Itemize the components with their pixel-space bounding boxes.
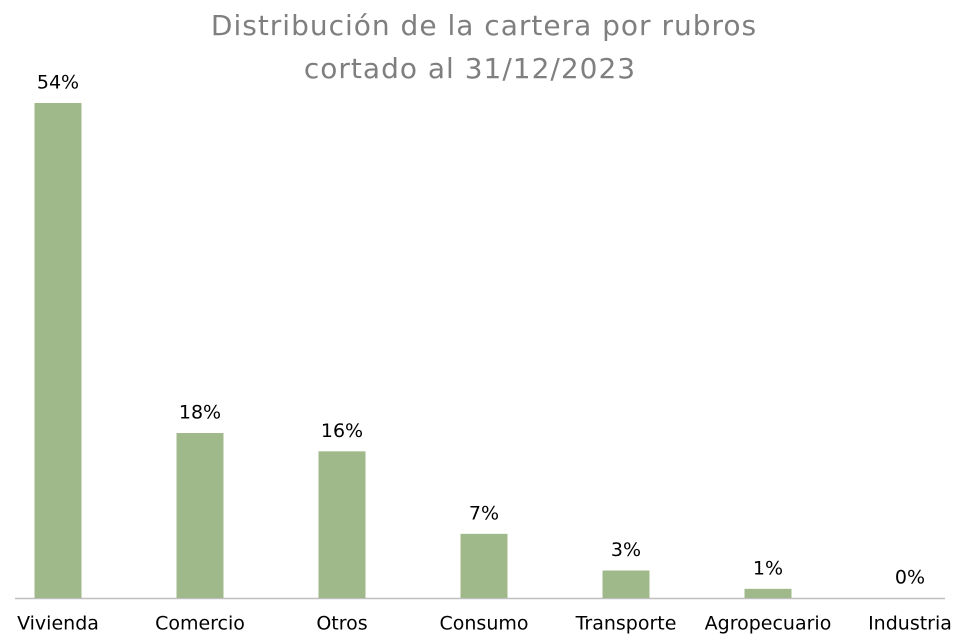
- data-label: 16%: [321, 420, 363, 442]
- data-label: 54%: [37, 72, 79, 94]
- chart-subtitle: cortado al 31/12/2023: [304, 52, 636, 85]
- x-tick-label: Industria: [868, 613, 952, 635]
- x-tick-label: Otros: [316, 613, 367, 635]
- x-tick-label: Consumo: [439, 613, 528, 635]
- x-tick-label: Transporte: [575, 613, 677, 635]
- bar: [176, 433, 224, 598]
- bar: [602, 570, 650, 598]
- x-tick-label: Agropecuario: [705, 613, 832, 635]
- bar: [460, 533, 508, 598]
- data-label: 18%: [179, 402, 221, 424]
- bar: [744, 588, 792, 598]
- data-label: 3%: [611, 539, 641, 561]
- x-tick-label: Vivienda: [17, 613, 99, 635]
- chart-title: Distribución de la cartera por rubros: [211, 9, 757, 42]
- data-label: 7%: [469, 502, 499, 524]
- bar: [318, 451, 366, 598]
- data-label: 0%: [895, 567, 925, 589]
- x-tick-label: Comercio: [155, 613, 245, 635]
- data-label: 1%: [753, 557, 783, 579]
- bar: [34, 103, 82, 598]
